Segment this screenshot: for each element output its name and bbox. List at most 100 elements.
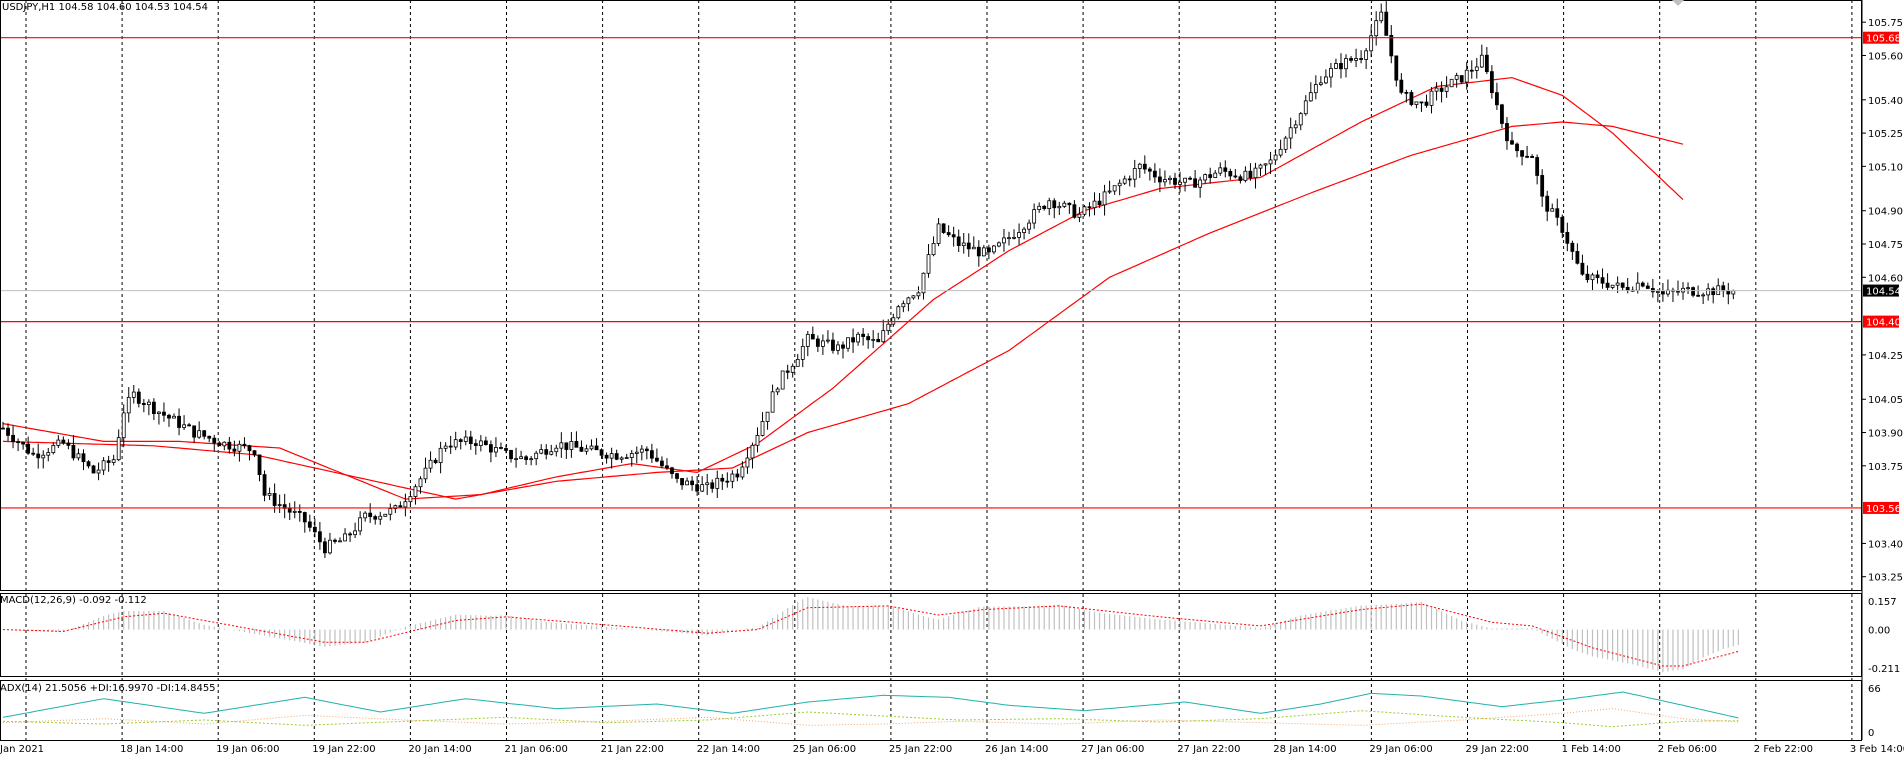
candle[interactable]: [36, 443, 41, 469]
candle[interactable]: [1565, 222, 1570, 252]
candle[interactable]: [46, 447, 51, 462]
candle[interactable]: [675, 472, 679, 483]
candle[interactable]: [755, 427, 760, 453]
candle[interactable]: [277, 494, 282, 514]
candle[interactable]: [1323, 69, 1328, 85]
candle[interactable]: [1329, 62, 1333, 88]
candle[interactable]: [1132, 159, 1137, 188]
candle[interactable]: [1092, 192, 1097, 216]
candle[interactable]: [1208, 167, 1213, 184]
candle[interactable]: [785, 364, 790, 380]
main-price-pane[interactable]: [0, 0, 1862, 591]
candle[interactable]: [257, 454, 262, 482]
candle[interactable]: [453, 431, 458, 451]
candle[interactable]: [1354, 48, 1358, 68]
candle[interactable]: [599, 448, 604, 459]
candle[interactable]: [182, 415, 186, 431]
candle[interactable]: [1505, 117, 1509, 150]
candle[interactable]: [1590, 272, 1595, 291]
candle[interactable]: [695, 475, 700, 496]
candle[interactable]: [167, 413, 171, 427]
candle[interactable]: [735, 469, 740, 482]
candle[interactable]: [151, 398, 156, 421]
candle[interactable]: [1474, 58, 1479, 79]
candle[interactable]: [287, 502, 292, 520]
candle[interactable]: [473, 439, 478, 455]
candle[interactable]: [529, 455, 534, 466]
candle[interactable]: [579, 440, 584, 452]
candle[interactable]: [926, 244, 931, 278]
candle[interactable]: [1726, 282, 1731, 305]
candle[interactable]: [317, 521, 322, 550]
candle[interactable]: [1163, 170, 1167, 187]
candle[interactable]: [981, 244, 986, 257]
candle[interactable]: [1107, 180, 1112, 194]
candle[interactable]: [1671, 287, 1675, 303]
candle[interactable]: [106, 455, 111, 472]
candle[interactable]: [820, 334, 825, 355]
candle[interactable]: [242, 437, 247, 449]
candle[interactable]: [1630, 286, 1635, 292]
candle[interactable]: [1238, 174, 1243, 184]
candle[interactable]: [16, 438, 20, 452]
candle[interactable]: [403, 493, 408, 517]
candle[interactable]: [504, 444, 508, 454]
candle[interactable]: [1666, 279, 1670, 297]
candle[interactable]: [805, 331, 810, 357]
candle[interactable]: [71, 435, 76, 461]
candle[interactable]: [192, 425, 197, 444]
candle[interactable]: [413, 484, 418, 505]
candle[interactable]: [750, 442, 755, 469]
candle[interactable]: [1007, 231, 1011, 246]
candle[interactable]: [800, 338, 805, 368]
candle[interactable]: [775, 387, 780, 396]
candle[interactable]: [1203, 173, 1208, 184]
candle[interactable]: [227, 436, 232, 454]
candle[interactable]: [896, 304, 901, 320]
candle[interactable]: [76, 448, 81, 461]
candle[interactable]: [428, 451, 433, 473]
candle[interactable]: [187, 422, 192, 427]
candle[interactable]: [262, 470, 267, 502]
candle[interactable]: [1168, 175, 1172, 185]
candle[interactable]: [594, 438, 599, 451]
candle[interactable]: [1057, 201, 1062, 216]
candle[interactable]: [1424, 94, 1429, 108]
candle[interactable]: [1500, 103, 1504, 129]
candle[interactable]: [1510, 131, 1514, 145]
candle[interactable]: [333, 538, 337, 544]
candle[interactable]: [604, 452, 609, 464]
candle[interactable]: [1067, 202, 1072, 214]
horizontal-lines[interactable]: [0, 37, 1862, 509]
candle[interactable]: [1550, 203, 1555, 212]
candle[interactable]: [1052, 198, 1057, 219]
candle[interactable]: [489, 440, 493, 463]
candle[interactable]: [1525, 145, 1529, 159]
candle[interactable]: [121, 404, 126, 448]
candle[interactable]: [1610, 284, 1615, 290]
candle[interactable]: [363, 511, 368, 522]
candle[interactable]: [388, 503, 393, 521]
candle[interactable]: [1701, 292, 1706, 305]
candle[interactable]: [815, 335, 820, 353]
candle[interactable]: [1102, 184, 1107, 216]
candle[interactable]: [1339, 53, 1343, 79]
candle[interactable]: [1198, 176, 1203, 198]
candle[interactable]: [1535, 154, 1540, 185]
candle[interactable]: [1676, 280, 1680, 296]
candle[interactable]: [328, 532, 332, 555]
candle[interactable]: [916, 286, 921, 300]
candle[interactable]: [1429, 87, 1434, 114]
candle[interactable]: [1439, 81, 1444, 103]
candle[interactable]: [1374, 11, 1379, 46]
candle[interactable]: [26, 436, 31, 455]
candle[interactable]: [539, 444, 544, 455]
candle[interactable]: [1318, 76, 1323, 87]
candle[interactable]: [1072, 200, 1077, 219]
candle[interactable]: [1645, 282, 1650, 290]
candle[interactable]: [921, 272, 926, 300]
candle[interactable]: [549, 444, 554, 456]
candle[interactable]: [685, 477, 689, 486]
candle[interactable]: [61, 436, 66, 445]
candle[interactable]: [624, 453, 629, 460]
